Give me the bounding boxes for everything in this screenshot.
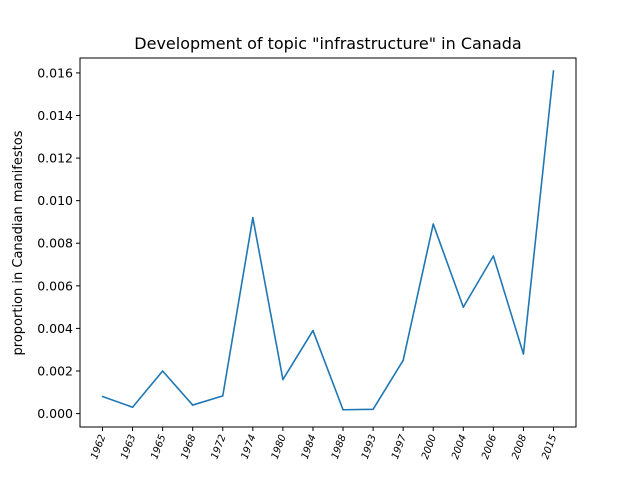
x-tick-label: 1962 [89,433,108,461]
x-tick-label: 2006 [480,433,499,461]
data-point [312,329,314,332]
y-tick-label: 0.000 [37,406,73,421]
x-tick-label: 2004 [450,433,469,461]
data-point [252,216,254,219]
y-tick-label: 0.006 [37,278,73,293]
plot-frame [79,57,577,428]
y-tick-label: 0.016 [37,65,73,80]
x-tick-label: 2015 [540,433,559,461]
x-tick-label: 1997 [390,433,409,461]
y-axis: 0.000 0.002 0.004 0.006 0.008 0.010 0.012 0.014… [37,65,80,421]
x-tick-label: 1974 [240,433,259,461]
y-tick-label: 0.004 [37,321,73,336]
y-tick-label: 0.010 [37,193,73,208]
x-tick-label: 1980 [270,433,289,461]
data-point [402,359,404,362]
x-tick-label: 1968 [179,433,198,461]
data-point [432,223,435,225]
x-tick-label: 1984 [300,433,319,461]
data-point [191,404,194,406]
y-axis-label: proportion in Canadian manifestos [11,130,26,355]
x-tick-label: 1993 [360,433,379,461]
data-point [522,353,525,355]
data-point [101,395,104,398]
series-group [101,69,555,411]
chart-title: Development of topic "infrastructure" in… [134,34,521,53]
x-tick-label: 1972 [210,433,229,461]
data-point [161,370,164,372]
x-tick-label: 2008 [510,433,529,461]
x-tick-label: 1965 [149,433,168,461]
y-tick-label: 0.002 [37,364,73,379]
data-point [282,378,284,381]
data-point [342,408,344,411]
data-point [552,69,555,72]
data-point [462,306,465,308]
y-tick-label: 0.014 [37,108,73,123]
x-axis: 1962 1963 1965 1968 1972 1974 1980 1984 1988 1993… [89,427,559,461]
data-point [131,406,134,408]
x-tick-label: 1963 [119,433,138,461]
data-point [492,255,495,257]
x-tick-label: 2000 [420,433,439,461]
data-point [372,408,374,411]
series-line [102,70,555,411]
y-tick-label: 0.008 [37,236,73,251]
y-tick-label: 0.012 [37,151,73,166]
data-point [221,395,224,397]
x-tick-label: 1988 [330,433,349,461]
